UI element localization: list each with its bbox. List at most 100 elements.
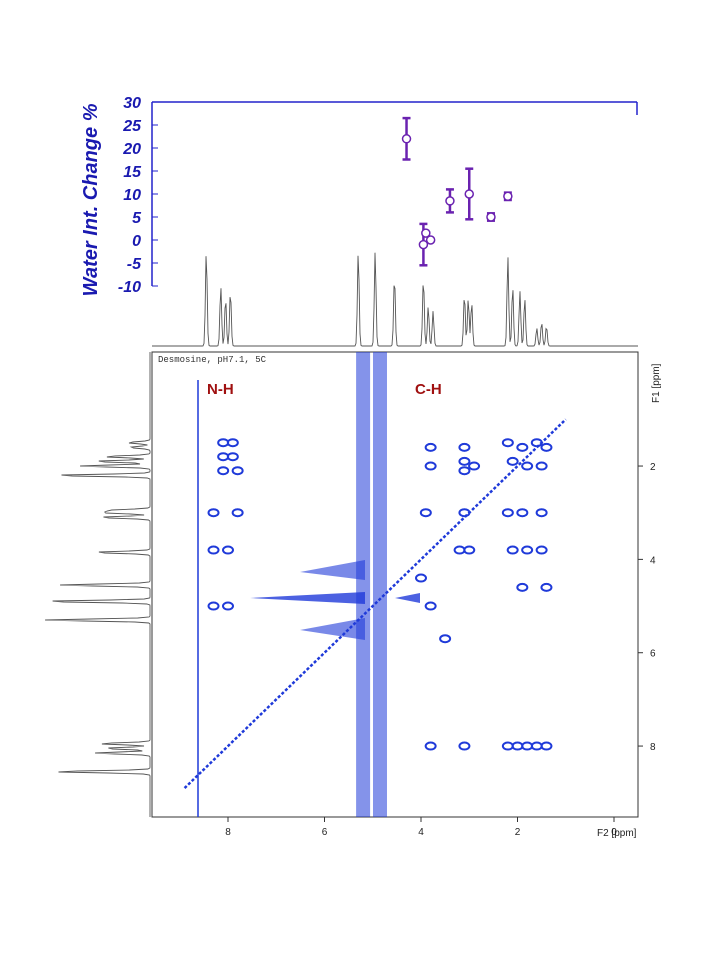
cross-peak — [516, 508, 529, 518]
y-tick-label: -10 — [118, 279, 141, 296]
cross-peak — [468, 461, 481, 471]
cross-peak — [231, 466, 244, 476]
cross-peak — [516, 442, 529, 452]
annotation-n-h: N-H — [207, 381, 234, 398]
y-tick-group: 30 25 20 15 10 5 0 -5 -10 — [118, 95, 158, 296]
proton-spectrum-top — [152, 252, 638, 347]
y-tick-label: 20 — [122, 141, 141, 158]
cross-peak — [506, 545, 519, 555]
x-tick-group: 8 6 4 2 0 — [225, 817, 617, 838]
f1-axis-label: F1 [ppm] — [651, 363, 662, 403]
cross-peak — [207, 545, 220, 555]
cross-peak — [516, 582, 529, 592]
cross-peak — [222, 601, 234, 611]
data-point — [445, 196, 455, 206]
cross-peak — [424, 601, 437, 611]
y-axis-label: Water Int. Change % — [80, 103, 102, 296]
cross-peak — [463, 545, 476, 555]
cross-peak — [458, 466, 471, 476]
y-tick-label: 5 — [132, 210, 142, 227]
scatter-points — [401, 116, 513, 267]
data-point — [425, 235, 436, 245]
y-tick-label: 10 — [123, 187, 141, 204]
cross-peak — [415, 573, 427, 583]
plot-title: Desmosine, pH7.1, 5C — [158, 355, 267, 365]
f1-tick-label: 6 — [650, 649, 656, 660]
proton-spectrum-left — [45, 352, 151, 817]
data-point — [464, 189, 474, 199]
cross-peak — [530, 438, 543, 448]
f1-tick-label: 2 — [650, 462, 656, 473]
cross-peak — [424, 741, 437, 751]
cross-peak — [501, 438, 514, 448]
y-tick-label: 25 — [122, 118, 142, 135]
data-point — [418, 239, 429, 250]
cross-peaks — [207, 438, 553, 751]
cross-peak — [501, 508, 514, 518]
x-tick-label: 2 — [515, 827, 521, 838]
water-streak-left — [250, 592, 365, 604]
diagonal — [183, 418, 567, 789]
cross-peak — [231, 508, 244, 518]
cross-peak — [217, 452, 230, 462]
water-streak-right — [395, 593, 420, 603]
cross-peak — [207, 601, 220, 611]
x-tick-label: 8 — [225, 827, 231, 838]
cross-peak — [535, 461, 548, 471]
x-tick-label: 6 — [322, 827, 328, 838]
cross-peak — [458, 442, 471, 452]
water-stripe — [356, 352, 371, 817]
water-streak-upper — [300, 560, 365, 580]
cross-peak — [207, 508, 220, 518]
y-tick-label: 15 — [123, 164, 142, 181]
y-tick-label: 30 — [123, 95, 141, 112]
f1-tick-label: 8 — [650, 742, 656, 753]
cross-peak — [458, 741, 471, 751]
data-point — [401, 134, 412, 144]
cross-peak — [222, 545, 234, 555]
water-band — [183, 352, 567, 817]
cross-peak — [540, 442, 553, 452]
cross-peak — [424, 461, 437, 471]
cross-peak — [453, 545, 466, 555]
water-change-panel: 30 25 20 15 10 5 0 -5 -10 Water Int. Change % — [80, 95, 638, 347]
x-axis-label: F2 [ppm] — [597, 828, 637, 839]
x-tick-label: 0 — [611, 827, 617, 838]
plot-frame — [151, 351, 639, 818]
cross-peak — [511, 741, 524, 751]
cross-peak — [458, 508, 471, 518]
cross-peak — [419, 508, 432, 518]
cross-peak — [535, 508, 548, 518]
cross-peak — [226, 438, 239, 448]
cross-peak — [530, 741, 543, 751]
data-point — [421, 228, 431, 238]
f1-tick-group: 2 4 6 8 — [638, 462, 656, 753]
annotation-c-h: C-H — [415, 381, 442, 398]
data-point — [486, 212, 496, 222]
cross-peak — [521, 545, 534, 555]
cross-peak — [424, 442, 437, 452]
water-stripe — [372, 352, 387, 817]
cross-peak — [226, 452, 239, 462]
spectrum-trace — [45, 352, 151, 817]
cross-peak — [506, 456, 519, 466]
cross-peak — [540, 741, 553, 751]
data-point — [503, 191, 513, 202]
y-tick-label: -5 — [127, 256, 142, 273]
cross-peak — [535, 545, 548, 555]
cross-peak — [521, 741, 534, 751]
cross-peak — [439, 634, 452, 644]
spectrum-trace — [152, 252, 638, 347]
f1-tick-label: 4 — [650, 555, 656, 566]
cross-peak — [217, 466, 230, 476]
cross-peak — [501, 741, 514, 751]
water-streak-lower — [300, 618, 365, 640]
cross-peak — [217, 438, 230, 448]
cross-peak — [458, 456, 471, 466]
cross-peak — [521, 461, 534, 471]
y-tick-label: 0 — [132, 233, 141, 250]
x-tick-label: 4 — [418, 827, 424, 838]
cross-peak — [540, 582, 553, 592]
